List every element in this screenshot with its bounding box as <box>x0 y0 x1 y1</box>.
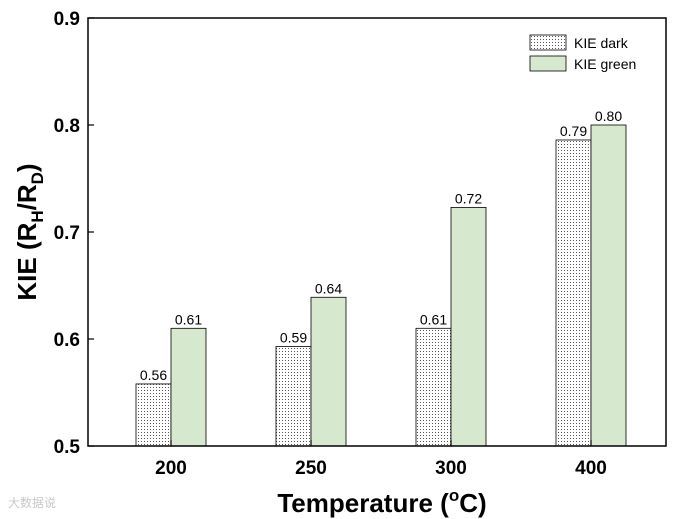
data-label-kie-green-400: 0.80 <box>595 108 622 124</box>
data-label-kie-dark-250: 0.59 <box>280 329 307 345</box>
data-label-kie-green-200: 0.61 <box>175 311 202 327</box>
data-label-kie-dark-400: 0.79 <box>560 123 587 139</box>
bar-kie-green-300 <box>450 206 487 447</box>
y-tick-label-0.6: 0.6 <box>54 330 80 351</box>
x-axis-title: Temperature (oC) <box>277 486 486 518</box>
legend: KIE dark KIE green <box>529 34 636 72</box>
bar-kie-dark-400 <box>555 139 592 447</box>
x-ticks-layer: 200 250 300 400 <box>155 440 607 479</box>
x-tick-label-200: 200 <box>155 458 187 479</box>
value-labels-layer: 0.56 0.61 0.59 0.64 0.61 0.72 0.79 0.80 <box>140 108 622 383</box>
x-tick-label-250: 250 <box>295 458 327 479</box>
bar-kie-green-250 <box>310 296 347 447</box>
data-label-kie-dark-200: 0.56 <box>140 367 167 383</box>
bar-kie-green-400 <box>590 124 627 447</box>
x-tick-label-300: 300 <box>435 458 467 479</box>
legend-label-kie-dark: KIE dark <box>574 35 629 51</box>
bar-kie-dark-200 <box>135 383 172 447</box>
data-label-kie-dark-300: 0.61 <box>420 311 447 327</box>
bars-layer <box>135 124 627 447</box>
data-label-kie-green-250: 0.64 <box>315 280 342 296</box>
y-tick-label-0.7: 0.7 <box>54 223 80 244</box>
bar-kie-dark-250 <box>275 346 312 447</box>
legend-label-kie-green: KIE green <box>574 56 636 72</box>
bar-kie-dark-300 <box>415 327 452 447</box>
legend-swatch-kie-green <box>529 55 567 72</box>
y-tick-label-0.5: 0.5 <box>54 437 81 458</box>
bar-kie-green-200 <box>170 327 207 447</box>
y-tick-label-0.9: 0.9 <box>54 9 80 30</box>
y-axis-title: KIE (RH/RD) <box>12 163 47 300</box>
watermark-text: 大数据说 <box>8 496 57 510</box>
data-label-kie-green-300: 0.72 <box>455 190 482 206</box>
y-ticks-layer: 0.5 0.6 0.7 0.8 0.9 <box>54 9 94 458</box>
legend-swatch-kie-dark <box>529 34 567 51</box>
y-tick-label-0.8: 0.8 <box>54 116 80 137</box>
x-tick-label-400: 400 <box>575 458 607 479</box>
